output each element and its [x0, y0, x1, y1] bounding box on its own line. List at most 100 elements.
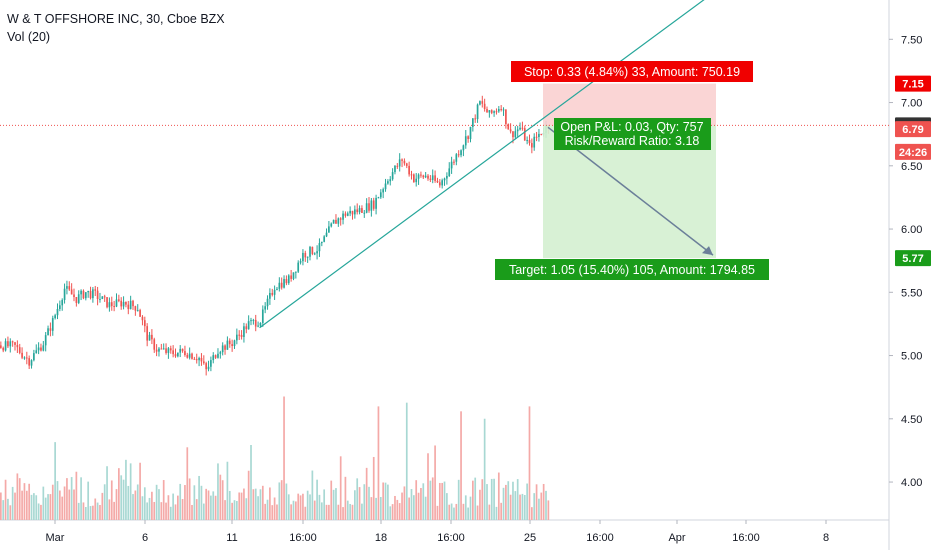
volume-bar: [68, 489, 71, 520]
volume-bar: [339, 456, 342, 520]
volume-bar: [186, 447, 189, 520]
arrow-head: [702, 246, 713, 256]
candle-body: [278, 282, 281, 289]
volume-bar: [372, 456, 375, 520]
candle-body: [210, 360, 212, 367]
candle-body: [49, 328, 52, 331]
candle-body: [191, 353, 193, 359]
volume-bar: [290, 504, 292, 520]
volume-bar: [481, 479, 484, 520]
candle-body: [523, 128, 526, 141]
candle-body: [25, 357, 28, 359]
candle-body: [328, 226, 330, 233]
candle-body: [495, 111, 498, 113]
candle-body: [403, 160, 406, 164]
volume-bar: [304, 506, 307, 520]
candle-body: [186, 354, 189, 358]
candle-body: [143, 320, 146, 327]
volume-bar: [56, 481, 59, 520]
volume-bar: [243, 488, 245, 520]
x-tick-label: Mar: [46, 532, 65, 544]
volume-bar: [245, 498, 248, 520]
candle-body: [394, 165, 396, 173]
volume-bar: [120, 475, 123, 520]
volume-bar: [472, 480, 474, 520]
candle-body: [405, 163, 408, 166]
candle-body: [195, 359, 198, 361]
candle-body: [184, 351, 186, 355]
volume-bar: [139, 462, 141, 520]
volume-bar: [103, 484, 106, 520]
volume-bar: [158, 489, 160, 520]
candle-body: [16, 344, 19, 348]
volume-bar: [302, 493, 304, 520]
volume-bar: [195, 499, 198, 520]
volume-bar: [516, 479, 519, 520]
candle-body: [486, 108, 488, 113]
volume-bar: [446, 493, 448, 520]
candle-body: [231, 344, 233, 347]
candle-body: [247, 321, 250, 330]
symbol-title: W & T OFFSHORE INC, 30, Cboe BZX: [7, 12, 225, 26]
volume-bar: [165, 502, 167, 520]
candle-body: [379, 192, 382, 198]
candle-body: [61, 299, 64, 306]
volume-bar: [460, 411, 462, 520]
x-tick-label: 16:00: [732, 532, 760, 544]
candle-body: [118, 299, 120, 301]
candle-body: [40, 347, 42, 351]
volume-bar: [84, 507, 87, 520]
volume-bar: [488, 504, 491, 520]
volume-bar: [320, 502, 323, 520]
volume-bar: [464, 495, 467, 520]
pnl-box: [554, 118, 711, 150]
candle-body: [462, 145, 465, 151]
candle-body: [460, 150, 462, 156]
candle-body: [169, 348, 172, 351]
volume-bar: [429, 480, 432, 520]
volume-bar: [361, 503, 363, 520]
candle-body: [151, 334, 153, 340]
candle-body: [413, 174, 415, 183]
volume-bar: [33, 493, 35, 520]
candle-body: [361, 208, 363, 213]
volume-bar: [118, 468, 120, 520]
candle-body: [438, 182, 441, 186]
volume-bar: [49, 494, 52, 520]
candle-body: [54, 315, 56, 319]
volume-bar: [228, 490, 231, 520]
candle-body: [28, 358, 31, 366]
volume-bar: [375, 497, 377, 520]
candle-body: [198, 357, 200, 361]
candle-body: [68, 286, 71, 290]
candle-body: [236, 334, 238, 341]
candle-body: [479, 101, 481, 105]
volume-bar: [457, 479, 460, 520]
volume-bar: [431, 477, 434, 520]
candle-body: [47, 328, 49, 336]
volume-bar: [132, 494, 134, 520]
volume-bar: [226, 461, 229, 520]
volume-bar: [417, 492, 420, 520]
candle-body: [320, 241, 323, 244]
y-tick-label: 6.50: [901, 161, 922, 173]
volume-bar: [427, 453, 429, 520]
volume-bar: [483, 418, 486, 520]
candle-body: [11, 341, 14, 343]
volume-bar: [335, 488, 337, 520]
candle-body: [238, 334, 241, 336]
volume-bar: [523, 494, 526, 520]
volume-bar: [219, 474, 222, 520]
candle-body: [9, 341, 12, 347]
volume-bar: [169, 506, 172, 520]
candle-body: [410, 174, 413, 176]
candle-body: [66, 286, 68, 289]
candle-body: [96, 290, 99, 300]
candle-body: [526, 140, 528, 142]
volume-bar: [384, 482, 387, 520]
volume-bar: [276, 504, 278, 520]
volume-bar: [467, 507, 469, 520]
volume-bar: [509, 494, 512, 520]
